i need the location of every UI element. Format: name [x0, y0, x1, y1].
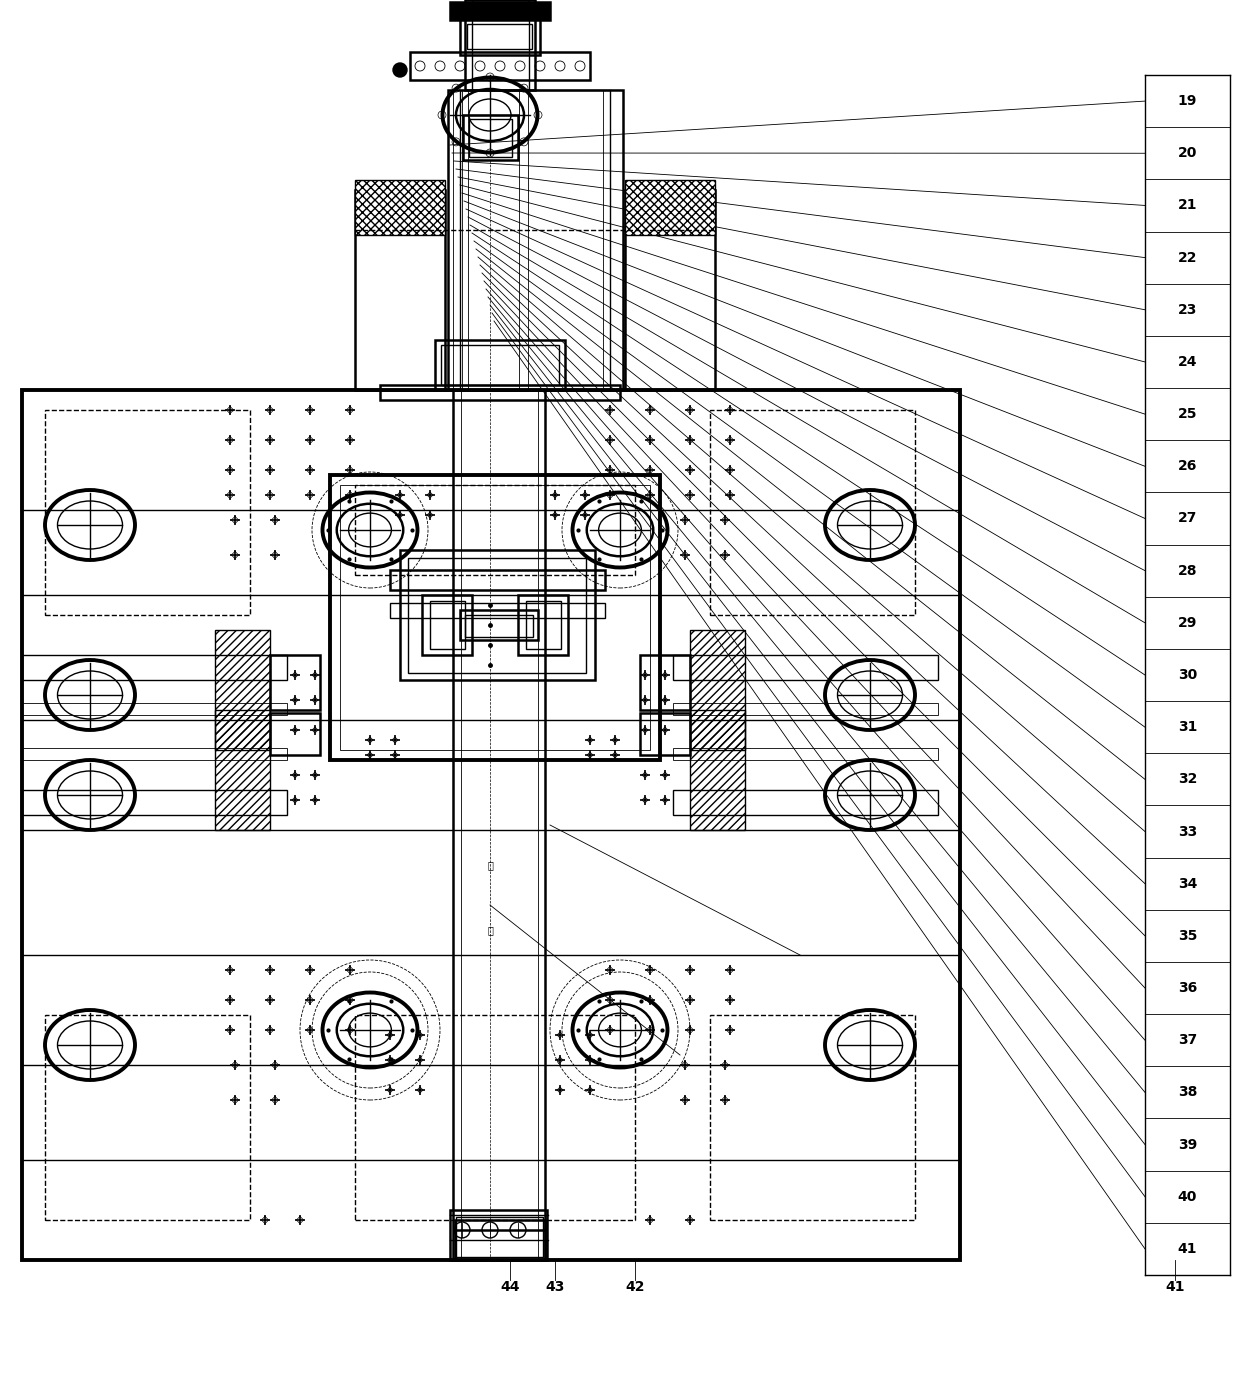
Bar — [472, 0, 529, 89]
Bar — [453, 390, 546, 1260]
Bar — [689, 630, 745, 749]
Text: 23: 23 — [1178, 302, 1197, 316]
Text: 39: 39 — [1178, 1137, 1197, 1152]
Text: 26: 26 — [1178, 459, 1197, 473]
Text: 33: 33 — [1178, 825, 1197, 839]
Bar — [625, 180, 715, 235]
Bar — [526, 601, 560, 649]
Text: 35: 35 — [1178, 930, 1197, 943]
Bar — [673, 654, 937, 681]
Bar — [45, 1015, 250, 1220]
Bar — [450, 1210, 547, 1260]
Bar — [441, 345, 559, 385]
Bar — [469, 120, 512, 157]
Bar — [463, 116, 518, 160]
Bar — [673, 791, 937, 815]
Text: 41: 41 — [1178, 1242, 1198, 1255]
Text: 30: 30 — [1178, 668, 1197, 682]
Bar — [22, 703, 286, 715]
Bar — [430, 601, 465, 649]
Bar — [640, 654, 689, 710]
Bar — [625, 190, 715, 390]
Bar — [518, 595, 568, 654]
Bar — [461, 390, 538, 1260]
Text: 37: 37 — [1178, 1033, 1197, 1048]
Bar — [467, 23, 532, 49]
Bar — [460, 16, 539, 55]
Text: 27: 27 — [1178, 512, 1197, 525]
Text: 38: 38 — [1178, 1085, 1197, 1100]
Text: 28: 28 — [1178, 564, 1198, 578]
Text: 25: 25 — [1178, 407, 1198, 421]
Bar — [391, 604, 605, 617]
Bar — [340, 485, 650, 749]
Bar — [22, 748, 286, 760]
Bar — [355, 1015, 635, 1220]
Bar — [456, 1217, 543, 1257]
Text: 34: 34 — [1178, 877, 1197, 891]
Bar — [711, 1015, 915, 1220]
Bar — [355, 180, 445, 235]
Bar — [22, 390, 960, 1260]
Bar — [355, 485, 635, 575]
Text: 19: 19 — [1178, 94, 1197, 109]
Bar — [460, 89, 610, 390]
Text: 43: 43 — [546, 1280, 564, 1294]
Bar — [460, 610, 538, 639]
Bar — [673, 703, 937, 715]
Bar — [640, 714, 689, 755]
Text: 42: 42 — [625, 1280, 645, 1294]
Text: 31: 31 — [1178, 720, 1197, 734]
Bar — [215, 630, 270, 749]
Bar — [467, 89, 603, 390]
Text: 32: 32 — [1178, 773, 1197, 786]
Bar — [435, 340, 565, 390]
Text: 鼟: 鼟 — [487, 925, 494, 935]
Bar — [45, 410, 250, 615]
Bar — [689, 710, 745, 830]
Bar — [355, 190, 445, 390]
Text: 40: 40 — [1178, 1189, 1197, 1203]
Bar — [711, 410, 915, 615]
Bar — [448, 89, 622, 390]
Circle shape — [393, 63, 407, 77]
Bar — [22, 654, 286, 681]
Bar — [410, 52, 590, 80]
Bar — [270, 654, 320, 710]
Bar — [465, 0, 534, 89]
Text: 鼟: 鼟 — [487, 859, 494, 870]
Text: 29: 29 — [1178, 616, 1197, 630]
Text: 20: 20 — [1178, 146, 1197, 161]
Text: 21: 21 — [1178, 198, 1198, 212]
Text: 36: 36 — [1178, 980, 1197, 996]
Bar — [465, 615, 533, 637]
Bar — [673, 748, 937, 760]
Bar — [379, 385, 620, 400]
Bar — [455, 1220, 546, 1260]
Bar — [215, 710, 270, 830]
Text: 41: 41 — [1166, 1280, 1184, 1294]
Bar — [391, 571, 605, 590]
Bar — [422, 595, 472, 654]
Text: 22: 22 — [1178, 250, 1198, 264]
Bar — [401, 550, 595, 681]
Bar — [270, 714, 320, 755]
Bar — [408, 558, 587, 672]
Bar — [450, 1, 551, 21]
Bar — [330, 474, 660, 760]
Text: 24: 24 — [1178, 355, 1198, 368]
Text: 44: 44 — [500, 1280, 520, 1294]
Bar — [22, 791, 286, 815]
